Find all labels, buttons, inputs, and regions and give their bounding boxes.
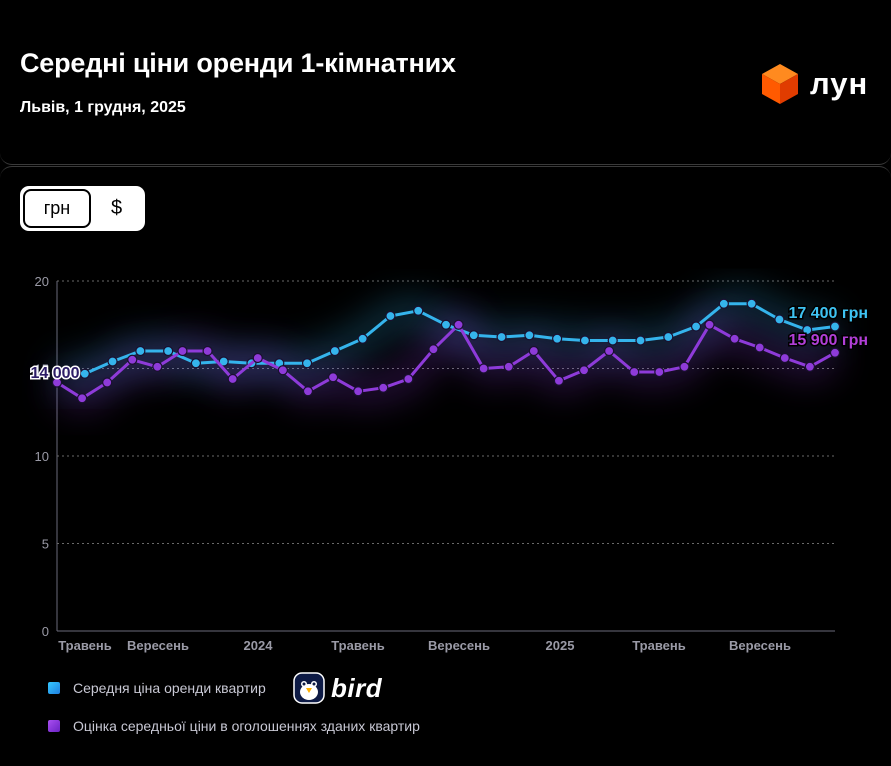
data-point — [607, 335, 618, 346]
currency-toggle[interactable]: грн $ — [20, 186, 145, 231]
data-point — [327, 372, 339, 383]
data-point — [190, 358, 202, 369]
y-tick-label: 15 — [35, 362, 49, 377]
data-point — [746, 298, 757, 309]
data-point — [468, 330, 479, 341]
data-point — [774, 314, 785, 325]
lun-logo[interactable]: лун — [760, 62, 868, 106]
data-point — [107, 356, 118, 367]
data-point — [413, 305, 424, 316]
data-point — [679, 361, 690, 372]
data-point — [218, 356, 229, 367]
bird-logo-text: bird — [331, 672, 383, 703]
header-card: Середні ціни оренди 1-кімнатних Львів, 1… — [0, 0, 891, 165]
data-point — [152, 361, 163, 372]
page-subtitle: Львів, 1 грудня, 2025 — [20, 99, 186, 116]
data-point — [277, 365, 288, 376]
data-point — [704, 319, 715, 330]
data-point — [578, 365, 590, 376]
x-tick-label: Травень — [331, 638, 385, 653]
data-point — [635, 335, 646, 346]
data-point — [829, 321, 841, 332]
legend-item-estimate[interactable]: Оцінка середньої ціни в оголошеннях здан… — [48, 718, 420, 734]
x-tick-label: Вересень — [428, 638, 490, 653]
data-point — [804, 361, 816, 372]
data-point — [729, 333, 740, 344]
data-point — [329, 345, 340, 357]
bird-sponsor[interactable]: bird — [293, 672, 382, 704]
y-tick-label: 20 — [35, 274, 49, 289]
data-point — [654, 366, 665, 378]
chart-glow — [51, 292, 841, 412]
series-start-label: 14 000 — [31, 365, 80, 382]
data-point — [302, 386, 314, 397]
data-point — [76, 393, 88, 404]
data-point — [754, 342, 765, 353]
data-point — [378, 382, 389, 393]
data-point — [127, 354, 138, 365]
data-point — [51, 377, 63, 388]
data-point — [135, 345, 146, 357]
data-point — [478, 363, 489, 374]
legend-label-estimate: Оцінка середньої ціни в оголошеннях здан… — [73, 718, 420, 734]
data-point — [496, 331, 507, 343]
data-point — [79, 368, 90, 379]
data-point — [163, 345, 174, 357]
data-point — [227, 373, 238, 385]
y-tick-label: 10 — [35, 449, 49, 464]
data-point — [353, 386, 364, 397]
data-point — [357, 333, 368, 344]
x-tick-label: Травень — [58, 638, 112, 653]
data-point — [552, 333, 563, 344]
data-point — [553, 375, 565, 386]
data-point — [202, 345, 213, 357]
data-point — [629, 366, 640, 378]
data-point — [524, 330, 535, 341]
x-tick-label: 2024 — [244, 638, 274, 653]
data-point — [252, 352, 263, 364]
x-tick-label: Вересень — [127, 638, 189, 653]
data-point — [428, 344, 439, 355]
data-point — [385, 310, 396, 322]
data-point — [829, 347, 841, 358]
data-point — [802, 324, 813, 336]
currency-option-usd[interactable]: $ — [110, 197, 123, 219]
chart-series — [51, 298, 841, 404]
data-point — [403, 373, 414, 385]
data-point — [579, 335, 591, 346]
data-point — [301, 358, 313, 369]
series-end-label: 17 400 грн — [789, 305, 868, 322]
x-tick-label: Вересень — [729, 638, 791, 653]
page-title: Середні ціни оренди 1-кімнатних — [20, 48, 456, 78]
data-point — [779, 352, 790, 364]
data-point — [690, 321, 702, 332]
data-point — [440, 319, 452, 330]
chart-grid: 0 5 10 15 20 Травень Вересень 2024 Травень Вересе… — [35, 274, 835, 653]
series-end-label: 15 900 грн — [789, 332, 868, 349]
legend-label-rent: Середня ціна оренди квартир — [73, 680, 266, 696]
chart-card: грн $ — [0, 166, 891, 766]
data-point — [177, 345, 188, 357]
legend-item-rent[interactable]: Середня ціна оренди квартир — [48, 680, 266, 696]
logo-text: лун — [810, 66, 869, 101]
y-tick-label: 0 — [42, 624, 49, 639]
data-point — [528, 345, 539, 357]
data-point — [718, 298, 729, 309]
x-tick-label: Травень — [632, 638, 686, 653]
data-point — [503, 361, 514, 372]
legend-swatch-blue — [48, 682, 60, 694]
currency-option-uah[interactable]: грн — [23, 189, 91, 228]
data-point — [102, 377, 113, 388]
cube-logo-icon — [762, 64, 798, 104]
data-point — [604, 345, 615, 357]
chart-labels: 17 400 грн 14 000 15 900 грн — [29, 304, 869, 384]
bird-logo-icon — [293, 672, 325, 704]
x-tick-label: 2025 — [546, 638, 575, 653]
legend-swatch-purple — [48, 720, 60, 732]
data-point — [663, 331, 674, 343]
y-tick-label: 5 — [42, 537, 49, 552]
data-point — [453, 319, 464, 330]
